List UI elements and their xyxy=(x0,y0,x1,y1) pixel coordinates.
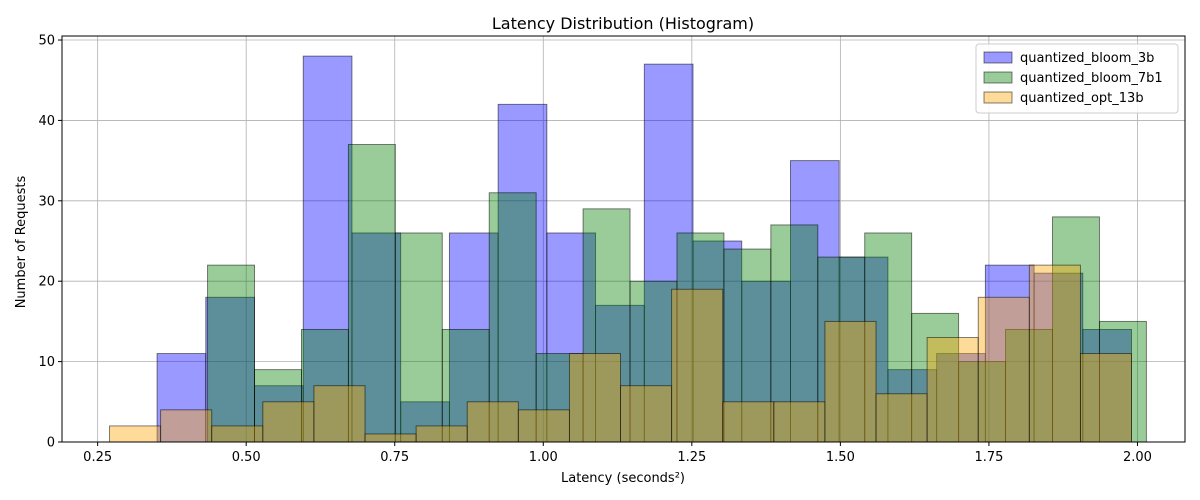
bar-quantized_bloom_7b1-3 xyxy=(347,144,396,443)
bar-quantized_opt_13b-17 xyxy=(977,296,1030,443)
bar-quantized_bloom_3b-6 xyxy=(448,232,499,443)
bar-quantized_bloom_7b1-12 xyxy=(770,224,819,443)
bar-quantized_bloom_7b1-13 xyxy=(817,256,866,443)
bar-quantized_bloom_3b-5 xyxy=(400,401,450,443)
bar-quantized_bloom_3b-18 xyxy=(1033,272,1084,443)
bar-quantized_bloom_7b1-0 xyxy=(207,264,255,443)
bar-quantized_bloom_3b-16 xyxy=(936,353,986,443)
bar-quantized_opt_13b-16 xyxy=(926,337,979,443)
bar-quantized_bloom_3b-14 xyxy=(838,256,889,443)
bar-quantized_bloom_7b1-16 xyxy=(958,361,1007,443)
bar-quantized_bloom_3b-7 xyxy=(497,103,548,443)
x-tick-label: 2.00 xyxy=(1123,450,1152,465)
bar-quantized_bloom_7b1-1 xyxy=(254,369,302,443)
bar-quantized_bloom_3b-1 xyxy=(205,296,255,443)
bar-quantized_opt_13b-15 xyxy=(875,393,928,443)
x-tick-label: 0.50 xyxy=(232,450,261,465)
x-tick-label: 1.25 xyxy=(677,450,706,465)
legend-swatch-quantized_bloom_7b1 xyxy=(983,71,1013,84)
axes-frame xyxy=(61,35,1186,443)
bar-quantized_bloom_7b1-15 xyxy=(911,312,960,443)
bar-quantized_bloom_7b1-10 xyxy=(676,232,725,443)
bar-quantized_opt_13b-8 xyxy=(517,409,570,443)
chart-title: Latency Distribution (Histogram) xyxy=(492,14,754,33)
bar-quantized_opt_13b-9 xyxy=(568,353,621,443)
legend-label-quantized_bloom_3b: quantized_bloom_3b xyxy=(1020,51,1154,66)
x-tick-label: 0.75 xyxy=(380,450,409,465)
bar-quantized_opt_13b-2 xyxy=(211,425,264,443)
legend: quantized_bloom_3b quantized_bloom_7b1qua… xyxy=(975,43,1179,114)
bar-quantized_bloom_3b-12 xyxy=(741,280,791,443)
legend-box xyxy=(975,43,1179,114)
y-tick-label: 50 xyxy=(38,34,55,49)
bar-quantized_opt_13b-4 xyxy=(313,385,366,443)
bar-quantized_bloom_3b-15 xyxy=(887,369,938,443)
y-tick-label: 0 xyxy=(47,436,55,451)
y-tick-label: 30 xyxy=(38,194,55,209)
histogram-bars xyxy=(109,55,1147,443)
legend-swatch-quantized_bloom_3b xyxy=(983,51,1013,64)
y-tick-label: 40 xyxy=(38,114,55,129)
x-axis-label: Latency (seconds²) xyxy=(561,471,685,486)
bar-quantized_bloom_3b-8 xyxy=(546,232,597,443)
bar-quantized_bloom_7b1-7 xyxy=(535,353,584,443)
bar-quantized_opt_13b-18 xyxy=(1028,264,1081,443)
x-tick-label: 0.25 xyxy=(83,450,112,465)
bar-quantized_bloom_3b-19 xyxy=(1082,328,1132,443)
bar-quantized_opt_13b-11 xyxy=(671,288,724,443)
bar-quantized_opt_13b-19 xyxy=(1079,353,1132,443)
y-tick-label: 10 xyxy=(38,355,55,370)
plot-area: 0.25 0.50 0.75 1.00 1.25 1.50 1.75 2.00 0 10 20 30… xyxy=(38,34,1186,465)
legend-label-quantized_bloom_7b1: quantized_bloom_7b1 xyxy=(1020,71,1163,86)
y-axis-ticks: 0 10 20 30 40 50 xyxy=(38,34,62,451)
x-tick-label: 1.75 xyxy=(974,450,1003,465)
bar-quantized_opt_13b-1 xyxy=(160,409,213,443)
bar-quantized_bloom_3b-4 xyxy=(351,232,402,443)
series-quantized_bloom_3b xyxy=(156,55,1132,443)
bar-quantized_opt_13b-12 xyxy=(722,401,775,443)
y-axis-label: Number of Requests xyxy=(14,175,29,308)
legend-swatch-quantized_opt_13b xyxy=(983,91,1013,104)
bar-quantized_opt_13b-10 xyxy=(620,385,673,443)
bar-quantized_opt_13b-0 xyxy=(109,425,162,443)
bar-quantized_bloom_7b1-4 xyxy=(394,232,443,443)
bar-quantized_bloom_7b1-11 xyxy=(723,248,772,443)
bar-quantized_opt_13b-13 xyxy=(773,401,826,443)
bar-quantized_opt_13b-6 xyxy=(415,425,468,443)
x-axis-ticks: 0.25 0.50 0.75 1.00 1.25 1.50 1.75 2.00 xyxy=(83,442,1152,465)
bar-quantized_opt_13b-7 xyxy=(466,401,519,443)
bar-quantized_bloom_3b-10 xyxy=(643,63,694,443)
x-tick-label: 1.50 xyxy=(826,450,855,465)
bar-quantized_opt_13b-3 xyxy=(262,401,315,443)
bar-quantized_bloom_7b1-19 xyxy=(1098,320,1147,443)
series-quantized_opt_13b xyxy=(109,264,1132,443)
bar-quantized_opt_13b-5 xyxy=(364,433,417,443)
x-tick-label: 1.00 xyxy=(529,450,558,465)
series-quantized_bloom_7b1 xyxy=(207,144,1147,443)
bar-quantized_bloom_7b1-8 xyxy=(582,208,631,443)
bar-quantized_bloom_3b-0 xyxy=(156,353,207,443)
y-tick-label: 20 xyxy=(38,275,55,290)
legend-label-quantized_opt_13b: quantized_opt_13b xyxy=(1020,91,1144,106)
bar-quantized_bloom_7b1-5 xyxy=(441,328,490,443)
bar-quantized_opt_13b-14 xyxy=(824,320,877,443)
